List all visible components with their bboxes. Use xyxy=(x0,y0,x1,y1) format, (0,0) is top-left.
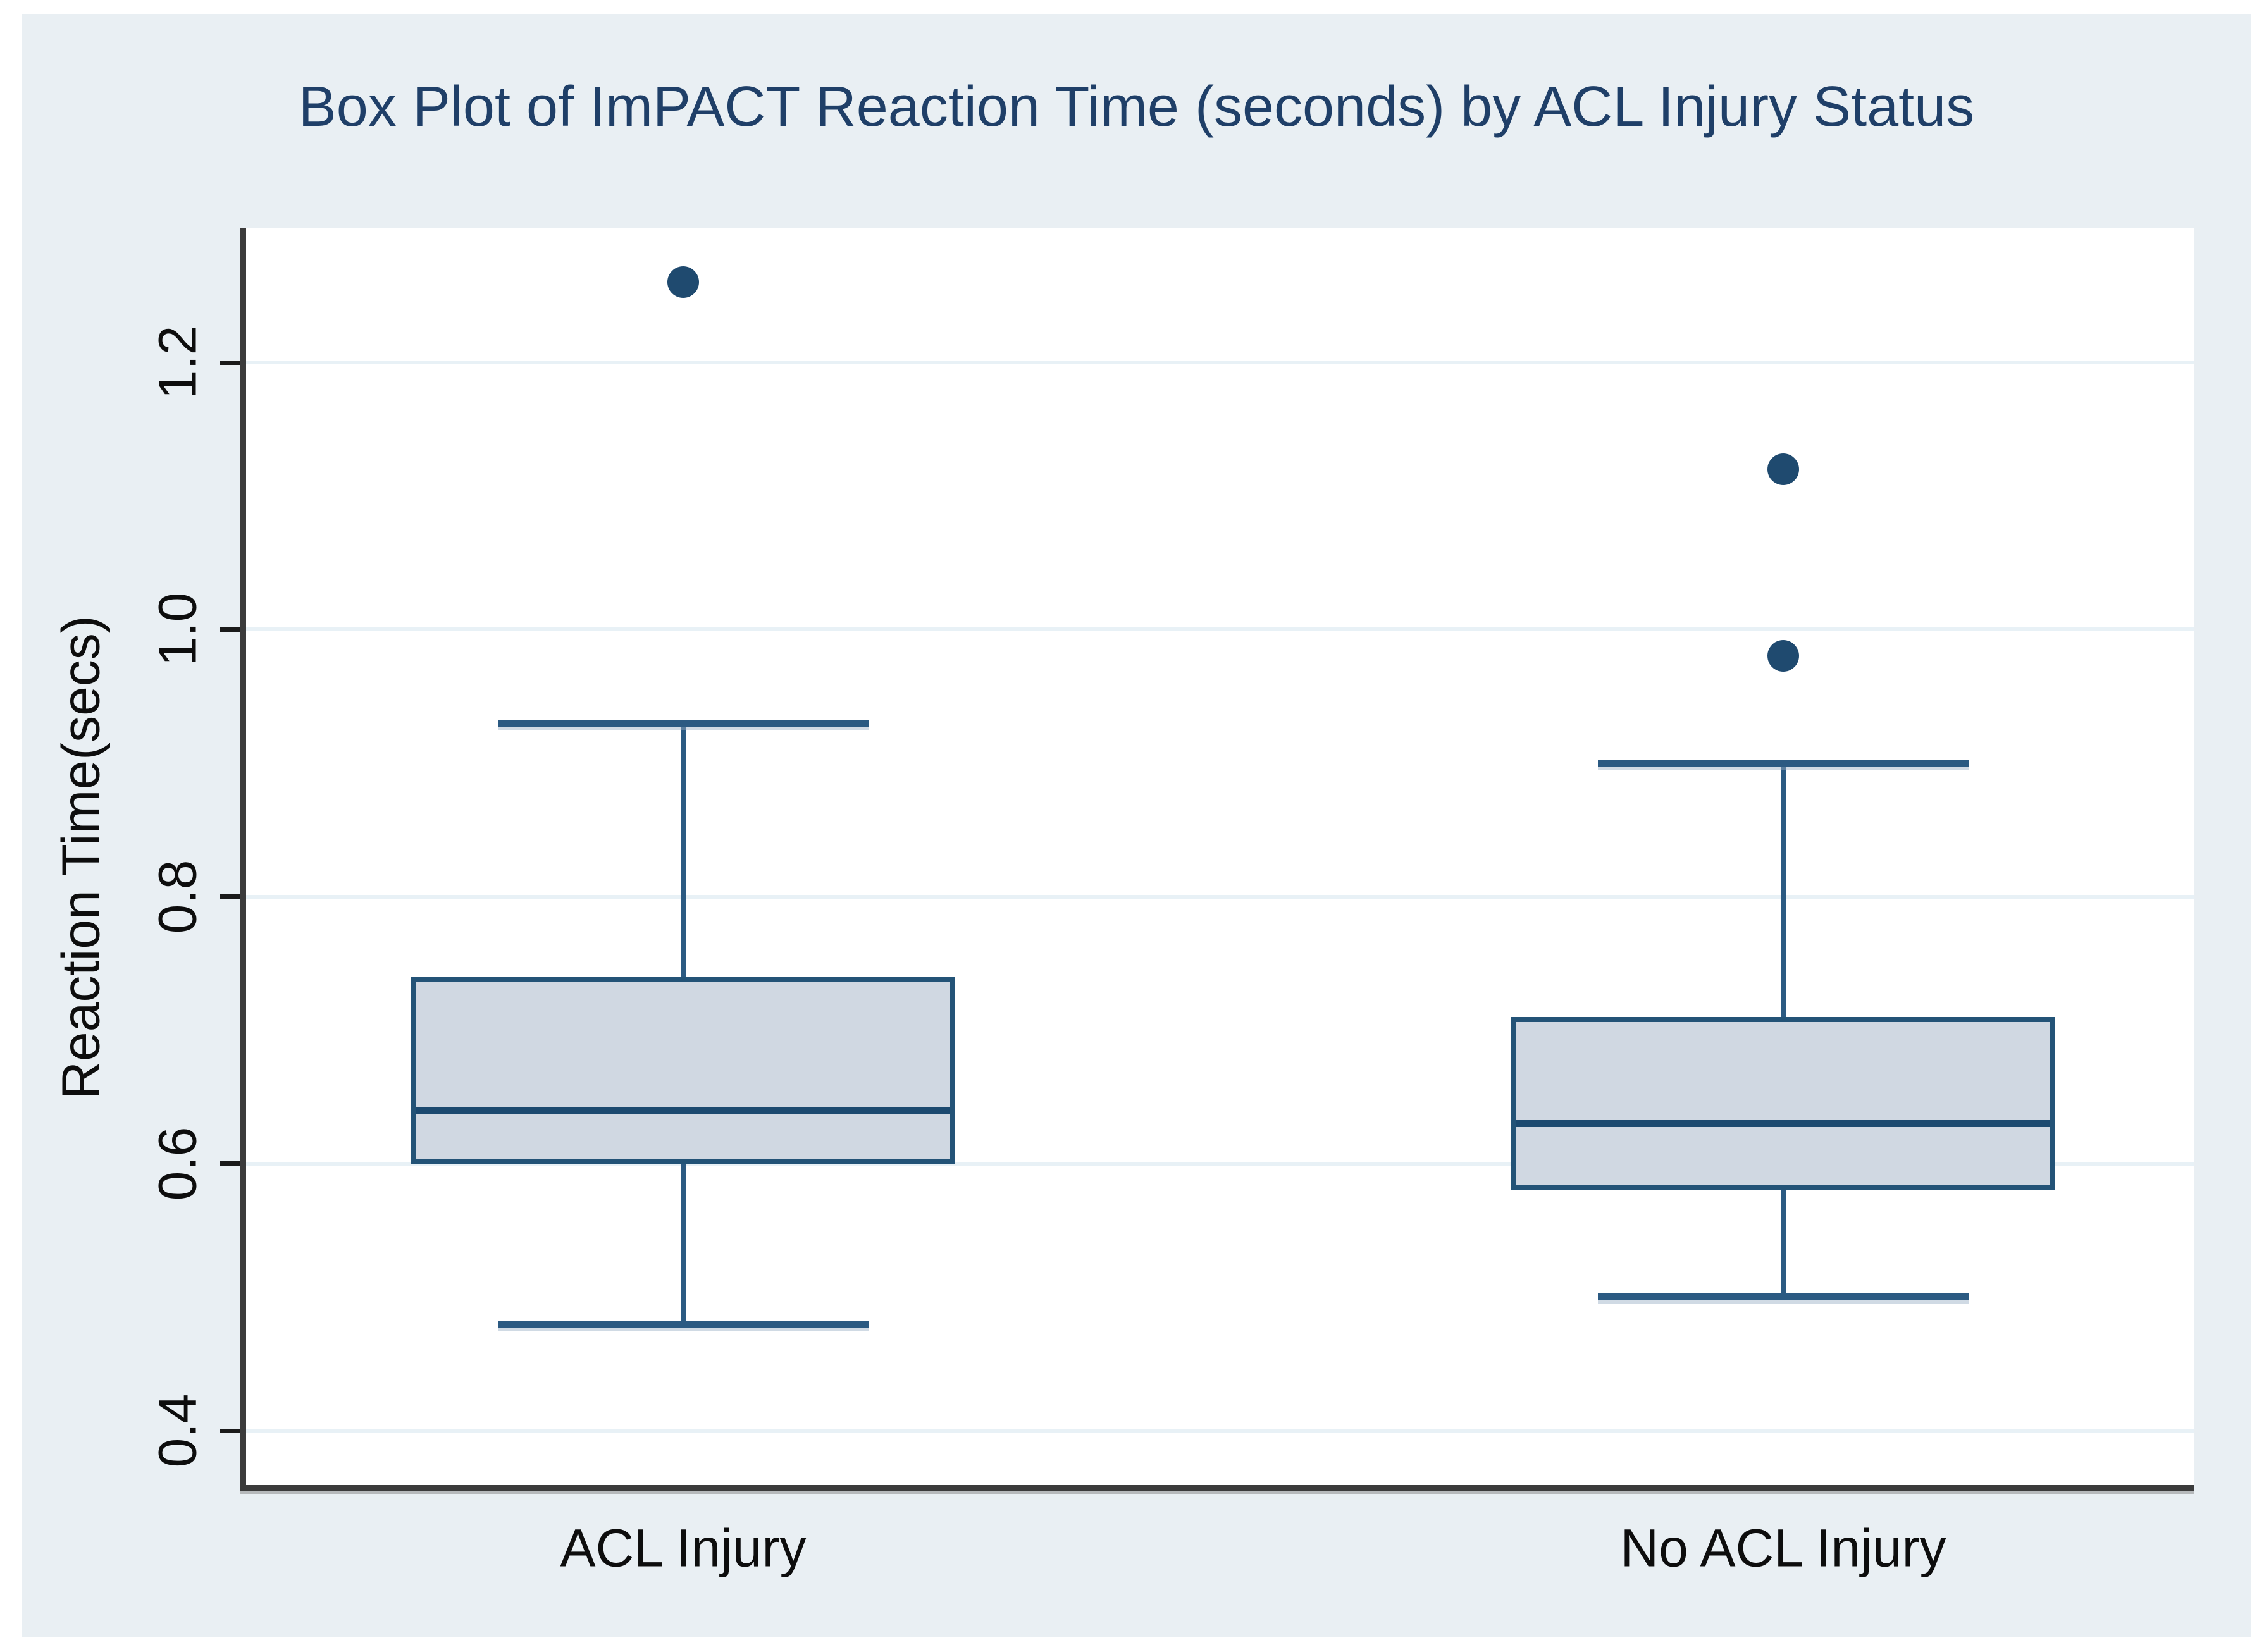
whisker-cap xyxy=(1598,759,1969,767)
outlier-dot xyxy=(1767,453,1799,485)
x-category-label: No ACL Injury xyxy=(1620,1518,1946,1578)
whisker-line xyxy=(681,723,686,977)
y-tick xyxy=(220,894,243,899)
whisker-line xyxy=(1781,1190,1786,1297)
y-tick-label: 1.2 xyxy=(147,325,207,400)
median-line xyxy=(1516,1119,2050,1127)
whisker-cap xyxy=(498,719,869,727)
outlier-dot xyxy=(1767,640,1799,672)
gridline xyxy=(243,1161,2194,1166)
y-axis-title: Reaction Time(secs) xyxy=(51,615,111,1100)
y-tick xyxy=(220,360,243,365)
y-tick xyxy=(220,1161,243,1166)
whisker-line xyxy=(1781,763,1786,1017)
y-tick-label: 0.4 xyxy=(147,1393,207,1468)
y-tick-label: 0.8 xyxy=(147,860,207,934)
gridline xyxy=(243,894,2194,899)
gridline xyxy=(243,361,2194,364)
y-tick xyxy=(220,627,243,632)
gridline xyxy=(243,1429,2194,1433)
y-tick xyxy=(220,1428,243,1433)
gridline xyxy=(243,627,2194,632)
whisker-cap xyxy=(1598,1293,1969,1301)
median-line xyxy=(416,1106,950,1114)
y-tick-label: 0.6 xyxy=(147,1126,207,1201)
outlier-dot xyxy=(667,266,699,299)
whisker-cap xyxy=(498,1320,869,1328)
chart-title: Box Plot of ImPACT Reaction Time (second… xyxy=(298,75,1975,139)
plot-area xyxy=(243,228,2194,1488)
box xyxy=(411,977,955,1164)
y-axis-line xyxy=(240,228,246,1491)
y-tick-label: 1.0 xyxy=(147,592,207,667)
whisker-line xyxy=(681,1163,686,1324)
x-axis-line xyxy=(240,1485,2194,1491)
x-category-label: ACL Injury xyxy=(560,1518,807,1578)
box xyxy=(1511,1016,2055,1190)
